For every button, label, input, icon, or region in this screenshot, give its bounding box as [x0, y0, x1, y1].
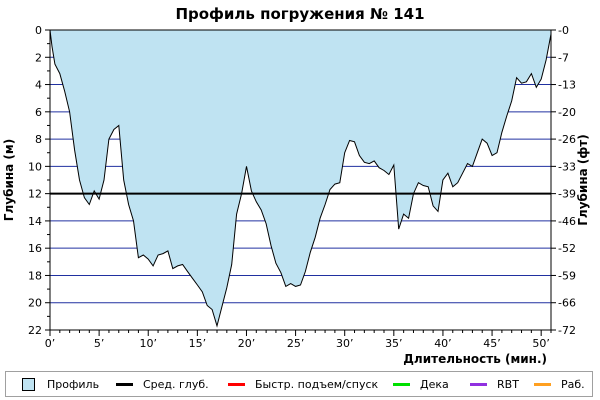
x-tick-label-10: 50’	[532, 337, 550, 350]
x-axis-label: Длительность (мин.)	[403, 352, 547, 366]
x-tick-label-2: 10’	[139, 337, 157, 350]
y-left-tick-label-9: 18	[28, 269, 42, 282]
y-left-tick-label-4: 8	[35, 133, 42, 146]
legend-item-profile: Профиль	[22, 372, 99, 396]
y-right-tick-label-0: -0	[558, 24, 569, 37]
y-left-tick-label-5: 10	[28, 160, 42, 173]
x-axis-ticks: 0’ 5’ 10’ 15’ 20’ 25’ 30’ 35’ 40’ 45’ 50’	[45, 330, 552, 350]
legend-label-fast: Быстр. подъем/спуск	[255, 377, 379, 391]
x-tick-label-8: 40’	[434, 337, 452, 350]
y-left-tick-label-2: 4	[35, 79, 42, 92]
x-tick-label-4: 20’	[238, 337, 256, 350]
y-left-tick-label-11: 22	[28, 324, 42, 337]
y-left-tick-label-3: 6	[35, 106, 42, 119]
y-right-tick-label-1: -7	[558, 51, 569, 64]
y-right-tick-label-9: -59	[558, 269, 576, 282]
x-tick-label-5: 25’	[287, 337, 305, 350]
x-tick-label-6: 30’	[336, 337, 354, 350]
profile-area	[50, 30, 551, 326]
legend-label-profile: Профиль	[47, 377, 100, 391]
y-left-tick-label-6: 12	[28, 188, 42, 201]
legend-label-deco: Дека	[420, 377, 449, 391]
legend-label-rbt: RBT	[497, 377, 519, 391]
legend-swatch-rbt	[470, 382, 487, 386]
y-right-tick-label-10: -66	[558, 297, 576, 310]
y-right-tick-label-7: -46	[558, 215, 576, 228]
legend-item-avg-depth: Сред. глуб.	[116, 372, 209, 396]
y-axis-left-ticks: 0 2 4 6 8 10 12 14 16 18 20 22	[28, 24, 50, 337]
legend-label-avg-depth: Сред. глуб.	[143, 377, 209, 391]
legend-swatch-fast	[228, 382, 245, 386]
y-right-tick-label-8: -52	[558, 242, 576, 255]
legend-item-deco: Дека	[393, 372, 449, 396]
legend-item-fast: Быстр. подъем/спуск	[228, 372, 378, 396]
y-axis-left-label: Глубина (м)	[2, 139, 16, 221]
legend-item-work: Раб.	[534, 372, 585, 396]
legend-swatch-profile	[22, 377, 35, 391]
x-tick-label-1: 5’	[94, 337, 105, 350]
y-right-tick-label-6: -39	[558, 188, 576, 201]
y-left-tick-label-7: 14	[28, 215, 42, 228]
legend-item-rbt: RBT	[470, 372, 519, 396]
x-tick-label-9: 45’	[483, 337, 501, 350]
y-right-tick-label-5: -33	[558, 160, 576, 173]
legend-label-work: Раб.	[561, 377, 585, 391]
y-right-tick-label-11: -72	[558, 324, 576, 337]
x-tick-label-0: 0’	[45, 337, 56, 350]
profile-line	[49, 29, 552, 328]
y-right-tick-label-4: -26	[558, 133, 576, 146]
y-left-tick-label-8: 16	[28, 242, 42, 255]
legend-swatch-work	[534, 382, 551, 386]
legend-swatch-avg-depth	[116, 382, 133, 386]
chart-title: Профиль погружения № 141	[175, 5, 424, 23]
y-right-tick-label-3: -20	[558, 106, 576, 119]
y-left-tick-label-1: 2	[35, 51, 42, 64]
y-left-tick-label-10: 20	[28, 297, 42, 310]
legend-swatch-deco	[393, 382, 410, 386]
profile-area-layer	[49, 29, 552, 328]
y-right-tick-label-2: -13	[558, 79, 576, 92]
y-axis-right-ticks: -0 -7 -13 -20 -26 -33 -39 -46 -52 -59 -66 -72	[551, 24, 576, 337]
y-left-tick-label-0: 0	[35, 24, 42, 37]
x-tick-label-7: 35’	[385, 337, 403, 350]
legend: Профиль Сред. глуб. Быстр. подъем/спуск …	[5, 371, 593, 397]
y-axis-right-label: Глубина (фт)	[576, 134, 590, 225]
x-tick-label-3: 15’	[189, 337, 207, 350]
